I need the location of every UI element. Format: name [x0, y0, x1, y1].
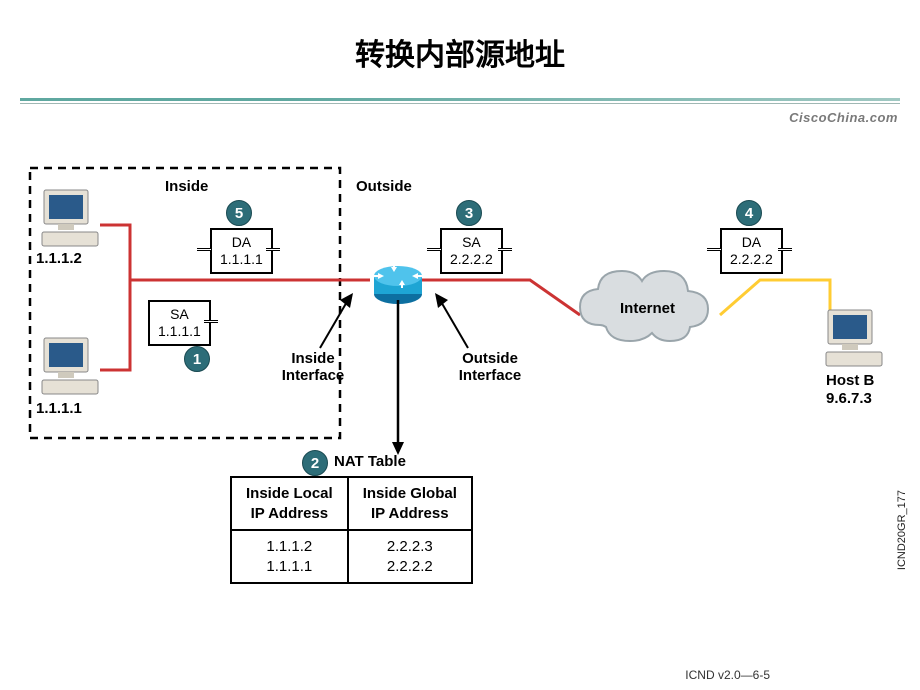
outside-interface-label: Outside Interface [430, 350, 550, 385]
pc-top-icon [42, 190, 98, 246]
packet-1-ip: 1.1.1.1 [158, 323, 201, 340]
diagram-canvas: Inside Outside 1.1.1.2 1.1.1.1 SA 1.1.1.… [20, 150, 900, 650]
host-b-ip: 9.6.7.3 [826, 390, 872, 407]
pc-top-ip: 1.1.1.2 [36, 250, 82, 267]
packet-4-ip: 2.2.2.2 [730, 251, 773, 268]
inside-interface-label: Inside Interface [258, 350, 368, 385]
footer-label: ICND v2.0—6-5 [685, 668, 770, 682]
pc-bottom-ip: 1.1.1.1 [36, 400, 82, 417]
packet-5-hdr: DA [220, 234, 263, 251]
packet-1: SA 1.1.1.1 [148, 300, 211, 346]
wire-stub [778, 248, 792, 254]
step-4: 4 [736, 200, 762, 226]
wire-stub [266, 248, 280, 254]
step-2: 2 [302, 450, 328, 476]
wire-stub [197, 248, 211, 254]
packet-5-ip: 1.1.1.1 [220, 251, 263, 268]
wire-stub [707, 248, 721, 254]
host-b-icon [826, 310, 882, 366]
nat-col2: Inside Global IP Address [348, 477, 472, 530]
wire-stub [204, 320, 218, 326]
packet-1-hdr: SA [158, 306, 201, 323]
packet-4-hdr: DA [730, 234, 773, 251]
nat-table: Inside Local IP Address Inside Global IP… [230, 476, 473, 584]
packet-3-hdr: SA [450, 234, 493, 251]
wire-stub [427, 248, 441, 254]
nat-col1: Inside Local IP Address [231, 477, 348, 530]
packet-3-ip: 2.2.2.2 [450, 251, 493, 268]
wire-stub [498, 248, 512, 254]
packet-4: DA 2.2.2.2 [720, 228, 783, 274]
step-1: 1 [184, 346, 210, 372]
nat-title: NAT Table [334, 453, 406, 470]
nat-cell-global: 2.2.2.3 2.2.2.2 [348, 530, 472, 583]
step-5: 5 [226, 200, 252, 226]
packet-3: SA 2.2.2.2 [440, 228, 503, 274]
step-3: 3 [456, 200, 482, 226]
nat-cell-local: 1.1.1.2 1.1.1.1 [231, 530, 348, 583]
zone-outside-label: Outside [356, 178, 412, 195]
host-b-name: Host B [826, 372, 874, 389]
brand-label: CiscoChina.com [789, 110, 898, 125]
slide-title: 转换内部源地址 [0, 30, 920, 74]
packet-5: DA 1.1.1.1 [210, 228, 273, 274]
horizontal-rule [20, 98, 900, 110]
pc-bottom-icon [42, 338, 98, 394]
internet-label: Internet [620, 300, 675, 317]
side-code: ICND20GR_177 [896, 490, 908, 570]
zone-inside-label: Inside [165, 178, 208, 195]
